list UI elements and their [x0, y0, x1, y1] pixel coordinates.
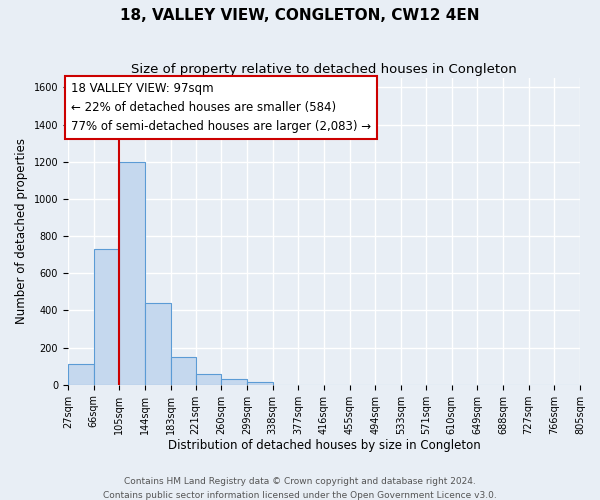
X-axis label: Distribution of detached houses by size in Congleton: Distribution of detached houses by size … — [167, 440, 481, 452]
Bar — [247, 382, 272, 384]
Bar — [170, 357, 196, 384]
Bar — [68, 364, 94, 384]
Bar — [221, 379, 247, 384]
Bar — [196, 374, 221, 384]
Bar — [94, 249, 119, 384]
Bar — [145, 303, 170, 384]
Text: 18, VALLEY VIEW, CONGLETON, CW12 4EN: 18, VALLEY VIEW, CONGLETON, CW12 4EN — [120, 8, 480, 22]
Y-axis label: Number of detached properties: Number of detached properties — [15, 138, 28, 324]
Text: Contains HM Land Registry data © Crown copyright and database right 2024.
Contai: Contains HM Land Registry data © Crown c… — [103, 478, 497, 500]
Title: Size of property relative to detached houses in Congleton: Size of property relative to detached ho… — [131, 62, 517, 76]
Bar — [119, 162, 145, 384]
Text: 18 VALLEY VIEW: 97sqm
← 22% of detached houses are smaller (584)
77% of semi-det: 18 VALLEY VIEW: 97sqm ← 22% of detached … — [71, 82, 371, 133]
